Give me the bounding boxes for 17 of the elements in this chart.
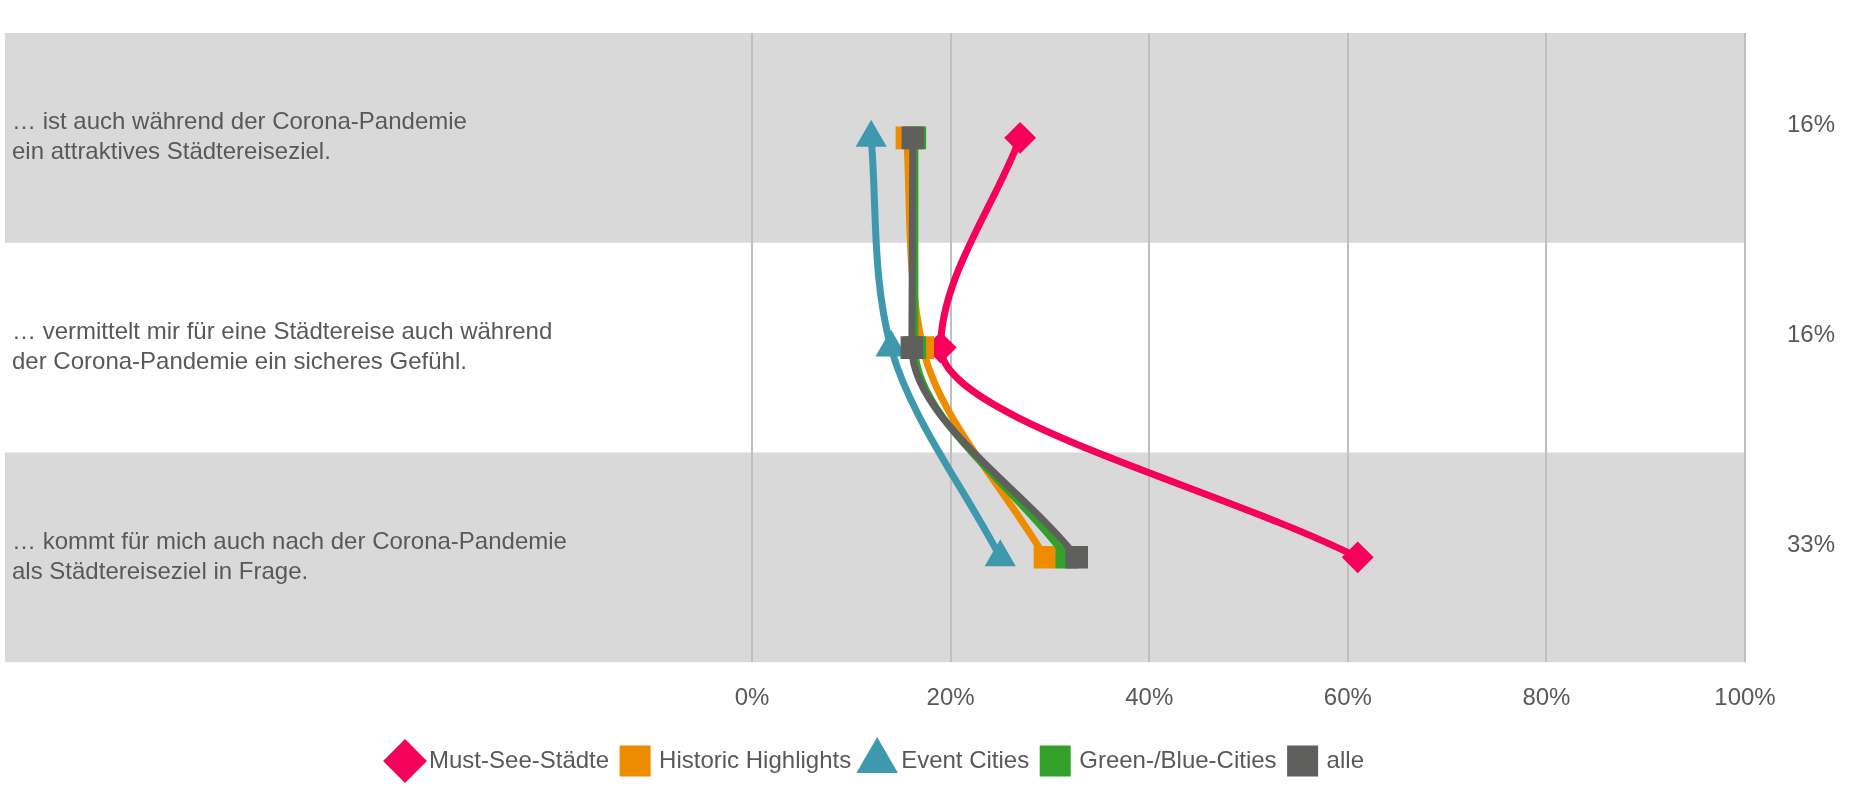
legend-label: Must-See-Städte [429,745,610,773]
y-tick-label: … vermittelt mir für eine Städtereise auch während der Corona-Pandemie ein sicheres Gefühl. [12,317,553,375]
x-tick-label: 20% [926,683,975,711]
x-tick-label: 60% [1323,683,1372,711]
text: 16% [1786,110,1835,138]
text: 33% [1786,529,1835,557]
x-tick-label: 100% [1714,683,1776,711]
legend-label: Event Cities [901,745,1030,773]
legend-label: Green-/Blue-Cities [1079,745,1277,773]
x-tick-label: 80% [1522,683,1571,711]
legend-label: alle [1326,745,1364,773]
y-tick-label: … ist auch während der Corona-Pandemie ein attraktives Städtereiseziel. [12,107,467,165]
legend-label: Historic Highlights [659,745,852,773]
text: 16% [1786,320,1835,348]
x-tick-label: 40% [1125,683,1174,711]
x-tick-label: 0% [734,683,770,711]
y-tick-label: … kommt für mich auch nach der Corona-Pandemie als Städtereiseziel in Frage. [12,526,567,584]
